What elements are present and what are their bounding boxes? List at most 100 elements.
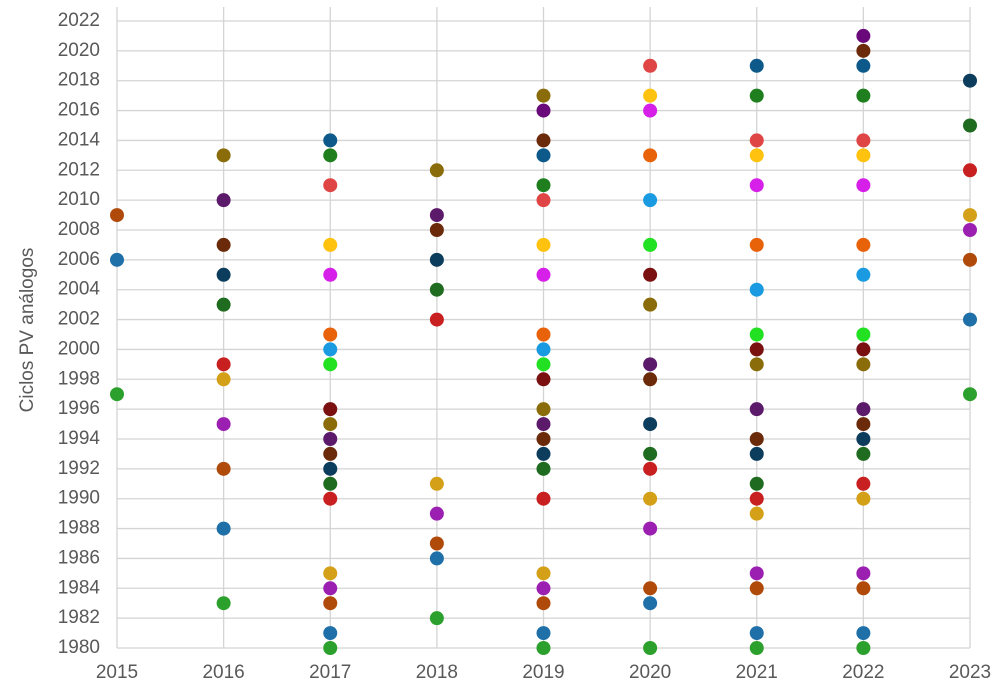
x-tick-label: 2016 bbox=[202, 662, 244, 683]
point bbox=[749, 178, 764, 193]
point bbox=[323, 626, 338, 641]
point bbox=[429, 506, 444, 521]
point bbox=[536, 357, 551, 372]
y-tick-label: 2012 bbox=[58, 159, 100, 180]
point bbox=[856, 43, 871, 58]
point bbox=[536, 596, 551, 611]
point bbox=[963, 252, 977, 267]
point bbox=[216, 417, 231, 432]
point bbox=[323, 446, 338, 461]
point bbox=[643, 58, 658, 73]
point bbox=[536, 417, 551, 432]
point bbox=[216, 237, 231, 252]
y-tick-label: 1980 bbox=[58, 637, 100, 658]
y-tick-label: 2000 bbox=[58, 338, 100, 359]
point bbox=[216, 297, 231, 312]
point bbox=[110, 208, 124, 223]
point bbox=[856, 178, 871, 193]
point bbox=[323, 148, 338, 163]
y-tick-label: 1992 bbox=[58, 458, 100, 479]
point bbox=[856, 581, 871, 596]
x-tick-label: 2022 bbox=[842, 662, 884, 683]
point bbox=[110, 387, 124, 402]
x-tick-label: 2020 bbox=[629, 662, 671, 683]
point bbox=[536, 372, 551, 387]
point bbox=[749, 491, 764, 506]
point bbox=[323, 237, 338, 252]
point bbox=[323, 476, 338, 491]
point bbox=[216, 461, 231, 476]
x-tick-label: 2021 bbox=[736, 662, 778, 683]
y-tick-label: 2018 bbox=[58, 70, 100, 91]
point bbox=[963, 387, 977, 402]
point bbox=[643, 521, 658, 536]
point bbox=[323, 596, 338, 611]
point bbox=[963, 312, 977, 327]
y-tick-label: 2016 bbox=[58, 100, 100, 121]
y-tick-label: 2006 bbox=[58, 249, 100, 270]
point bbox=[536, 641, 551, 655]
y-tick-label: 1986 bbox=[58, 547, 100, 568]
point bbox=[643, 88, 658, 103]
point bbox=[536, 327, 551, 342]
point bbox=[749, 327, 764, 342]
point bbox=[856, 566, 871, 581]
y-tick-label: 2010 bbox=[58, 189, 100, 210]
point bbox=[536, 461, 551, 476]
y-tick-label: 2004 bbox=[58, 279, 101, 300]
point bbox=[429, 208, 444, 223]
point bbox=[749, 282, 764, 297]
point bbox=[216, 267, 231, 282]
point bbox=[216, 357, 231, 372]
point bbox=[643, 297, 658, 312]
point bbox=[429, 536, 444, 551]
point bbox=[856, 133, 871, 148]
point bbox=[856, 58, 871, 73]
point bbox=[429, 163, 444, 178]
point bbox=[536, 581, 551, 596]
point bbox=[856, 402, 871, 417]
point bbox=[536, 237, 551, 252]
point bbox=[323, 417, 338, 432]
point bbox=[323, 133, 338, 148]
point bbox=[323, 327, 338, 342]
point bbox=[643, 417, 658, 432]
point bbox=[643, 237, 658, 252]
y-tick-label: 2002 bbox=[58, 309, 100, 330]
point bbox=[963, 163, 977, 178]
x-tick-label: 2023 bbox=[949, 662, 991, 683]
point bbox=[643, 596, 658, 611]
point bbox=[536, 148, 551, 163]
point bbox=[110, 252, 124, 267]
x-tick-label: 2019 bbox=[522, 662, 564, 683]
point bbox=[323, 178, 338, 193]
y-tick-label: 1996 bbox=[58, 398, 100, 419]
point bbox=[536, 193, 551, 208]
point bbox=[856, 28, 871, 43]
point bbox=[856, 327, 871, 342]
point bbox=[643, 267, 658, 282]
point bbox=[643, 446, 658, 461]
point bbox=[536, 626, 551, 641]
point bbox=[856, 148, 871, 163]
point bbox=[536, 342, 551, 357]
point bbox=[536, 491, 551, 506]
y-tick-label: 1984 bbox=[58, 577, 101, 598]
point bbox=[643, 103, 658, 118]
point bbox=[429, 476, 444, 491]
point bbox=[856, 476, 871, 491]
point bbox=[749, 237, 764, 252]
point bbox=[429, 551, 444, 566]
y-tick-label: 1994 bbox=[58, 428, 101, 449]
y-tick-label: 1990 bbox=[58, 488, 100, 509]
point bbox=[536, 432, 551, 446]
point bbox=[856, 342, 871, 357]
point bbox=[643, 372, 658, 387]
point bbox=[749, 148, 764, 163]
point bbox=[643, 193, 658, 208]
point bbox=[963, 223, 977, 237]
point bbox=[749, 626, 764, 641]
point bbox=[216, 521, 231, 536]
x-tick-label: 2015 bbox=[96, 662, 138, 683]
